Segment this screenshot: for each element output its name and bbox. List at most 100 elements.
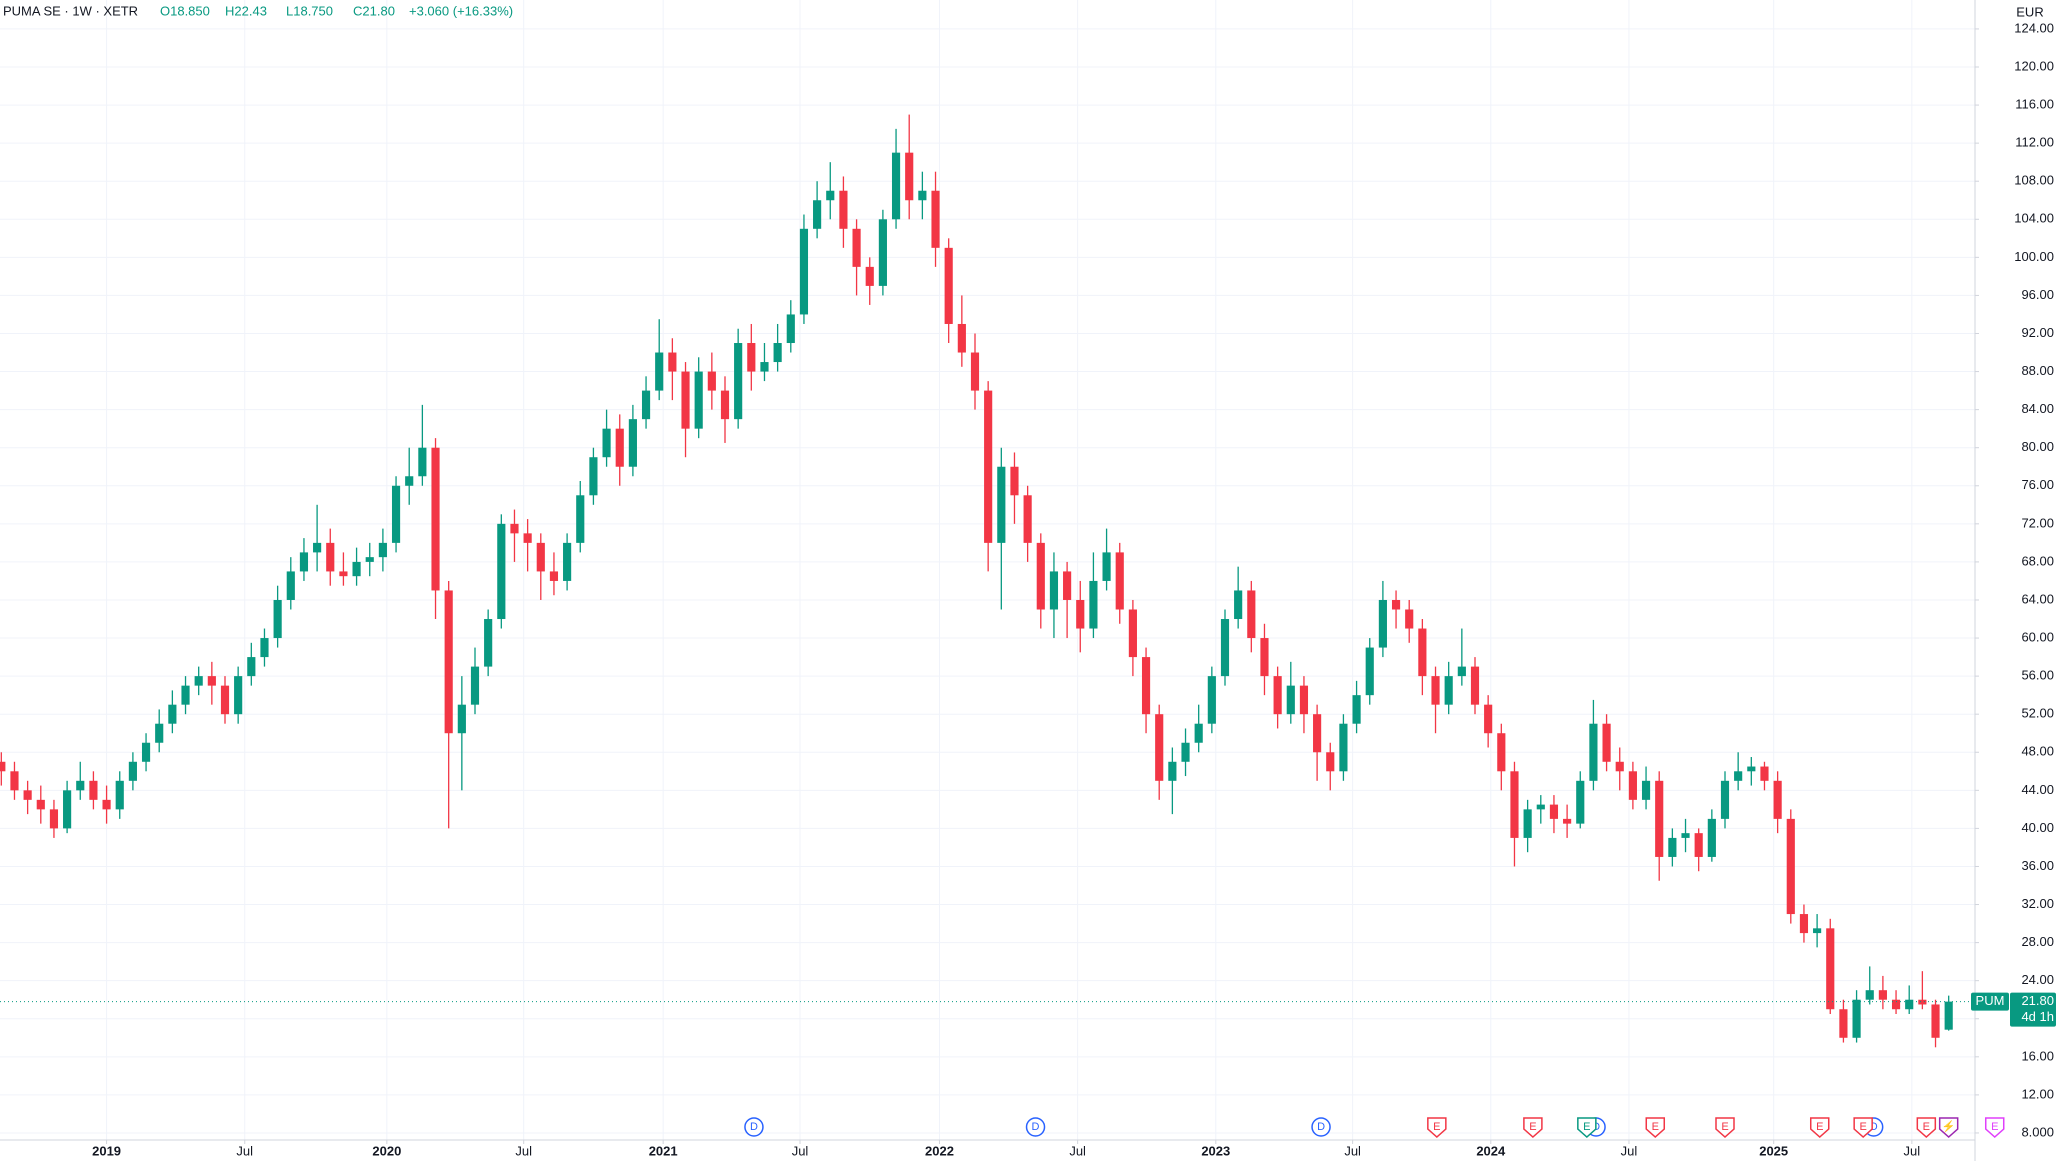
header-open: O18.850 [160, 3, 210, 18]
candle-body [10, 771, 19, 791]
candle-body [1549, 804, 1559, 819]
candle-body [1707, 818, 1716, 857]
candle-body [563, 542, 572, 581]
candle-body [1299, 685, 1309, 715]
candle-body [1681, 833, 1690, 838]
candle-body [444, 590, 453, 734]
event-label: E [1433, 1121, 1440, 1133]
candle-body [181, 685, 190, 705]
candle-body [1339, 723, 1348, 772]
candle-body [1049, 571, 1059, 610]
candle-body [1813, 928, 1822, 934]
last-price-box [2010, 992, 2056, 1027]
candle-body [747, 343, 756, 372]
candle-body [155, 723, 164, 743]
candle-body [1168, 761, 1177, 781]
candle-body [984, 390, 993, 543]
candle-body [1720, 780, 1730, 819]
candle-body [1260, 638, 1269, 677]
event-label: D [750, 1121, 758, 1133]
y-tick-label: 96.00 [2021, 287, 2054, 302]
candle-body [1944, 1001, 1953, 1030]
candle-body [1839, 1009, 1848, 1038]
candle-body [234, 676, 243, 715]
candle-body [141, 742, 151, 762]
y-tick-label: 56.00 [2021, 668, 2054, 683]
y-tick-label: 16.00 [2021, 1048, 2054, 1063]
event-marker [1853, 1117, 1873, 1139]
grid [0, 0, 1975, 1140]
y-tick-label: 84.00 [2021, 401, 2054, 416]
candle-body [1760, 766, 1769, 781]
candle-body [852, 228, 861, 267]
candle-body [1076, 599, 1085, 629]
candle-body [1865, 990, 1874, 1000]
candle-body [1510, 771, 1519, 838]
x-tick-label: 2021 [649, 1143, 678, 1158]
y-tick-label: 32.00 [2021, 896, 2054, 911]
axes: 8.00012.0016.0020.0024.0028.0032.0036.00… [92, 20, 2056, 1158]
header: PUMA SE · 1W · XETR O18.850 H22.43 L18.750 C… [3, 3, 513, 18]
candle-body [1326, 752, 1335, 772]
candle-body [1773, 780, 1782, 819]
x-tick-label: Jul [792, 1143, 809, 1158]
dividend-marker [1025, 1117, 1046, 1137]
event-marker [1427, 1117, 1447, 1139]
candle-body [273, 599, 282, 639]
candle-body [1484, 704, 1493, 734]
candle-body [1470, 666, 1480, 705]
header-symbol: PUMA SE · 1W · XETR [3, 3, 138, 18]
candle-body [497, 523, 506, 620]
y-tick-label: 12.00 [2021, 1086, 2054, 1101]
candle-body [1128, 609, 1137, 658]
candle-body [1365, 647, 1374, 696]
y-tick-label: 48.00 [2021, 744, 2054, 759]
candle-body [1536, 804, 1545, 810]
event-marker [1984, 1117, 2005, 1139]
y-tick-label: 92.00 [2021, 325, 2054, 340]
event-label: E [1991, 1121, 1998, 1133]
x-tick-label: 2025 [1759, 1143, 1788, 1158]
candle-body [1602, 723, 1611, 762]
candle-body [1655, 780, 1664, 857]
last-price-symbol-box [1971, 992, 2009, 1011]
candle-body [957, 323, 966, 353]
event-label: E [1652, 1121, 1659, 1133]
event-marker [1809, 1117, 1830, 1139]
event-marker [1715, 1117, 1735, 1139]
x-tick-label: 2020 [372, 1143, 401, 1158]
candle-body [694, 371, 703, 429]
last-price-symbol: PUM [1976, 993, 2005, 1008]
candle-body [1247, 590, 1256, 639]
candle-body [0, 761, 6, 772]
x-tick-label: 2024 [1476, 1143, 1506, 1158]
candle-body [523, 533, 532, 543]
candle-body [418, 447, 427, 477]
candle-body [549, 571, 559, 581]
event-label: D [1317, 1121, 1325, 1133]
candle-body [1852, 999, 1861, 1038]
event-label: E [1721, 1121, 1728, 1133]
candle-body [49, 809, 59, 829]
candle-body [23, 790, 32, 800]
candle-body [247, 657, 256, 677]
y-tick-label: 64.00 [2021, 591, 2054, 606]
candle-body [1878, 990, 1887, 1000]
candle-body [970, 352, 980, 391]
candle-body [734, 343, 743, 420]
x-tick-label: Jul [1904, 1143, 1921, 1158]
candle-body [207, 676, 216, 686]
candle-body [1444, 676, 1453, 705]
y-tick-label: 116.00 [2015, 97, 2054, 112]
x-tick-label: Jul [1069, 1143, 1086, 1158]
candle-body [194, 676, 203, 686]
y-tick-label: 60.00 [2021, 629, 2054, 644]
y-tick-label: 120.00 [2014, 58, 2054, 73]
event-label: E [1859, 1121, 1866, 1133]
event-marker [1645, 1117, 1666, 1139]
candle-body [1576, 780, 1585, 824]
candle-body [1431, 676, 1440, 705]
candle-body [1102, 552, 1111, 581]
candle-body [89, 780, 98, 800]
candle-body [299, 552, 309, 572]
